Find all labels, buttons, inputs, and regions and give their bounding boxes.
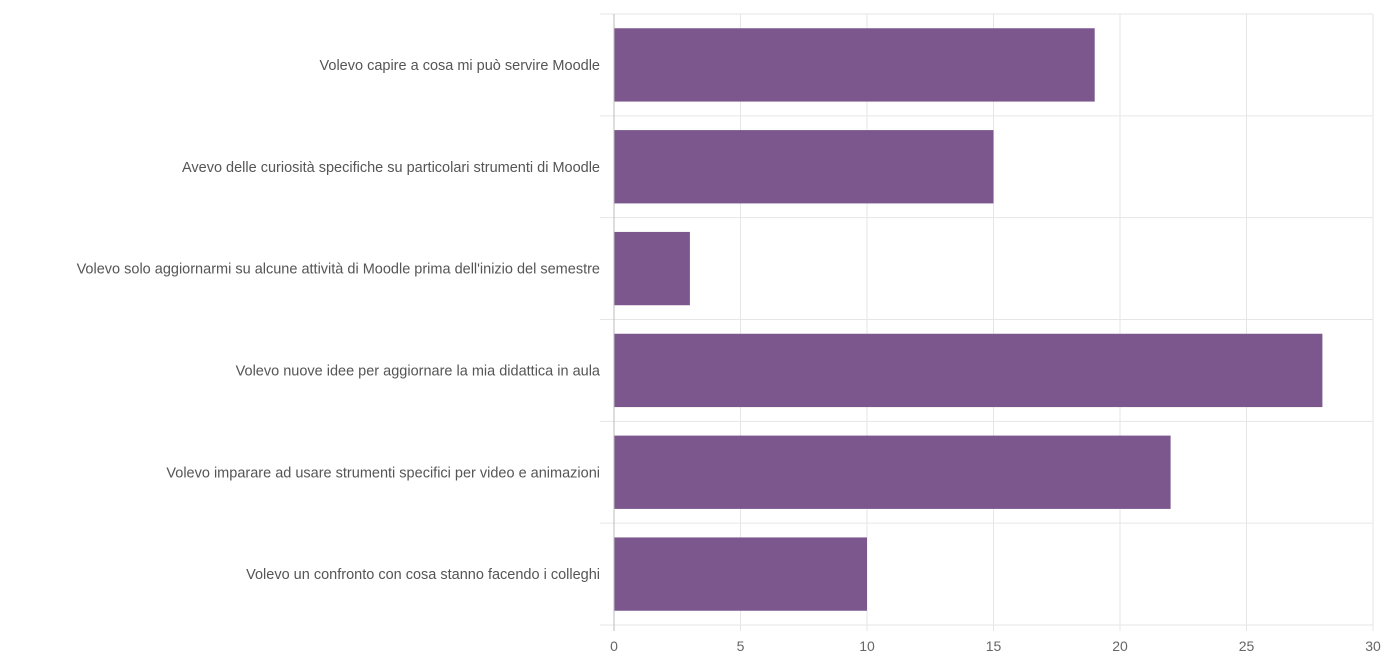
x-tick-label: 10 [859, 638, 875, 654]
tick-labels: 0 5 10 15 20 25 30 [610, 638, 1381, 654]
bar [614, 537, 867, 611]
category-label: Volevo capire a cosa mi può servire Mood… [320, 58, 600, 74]
category-label: Volevo un confronto con cosa stanno face… [246, 567, 600, 583]
bar [614, 130, 994, 204]
bars [614, 28, 1323, 611]
grid-lines [600, 13, 1374, 631]
x-tick-label: 5 [737, 638, 745, 654]
x-tick-label: 15 [986, 638, 1002, 654]
x-tick-label: 30 [1365, 638, 1381, 654]
bar [614, 435, 1171, 509]
x-tick-label: 20 [1112, 638, 1128, 654]
category-label: Volevo solo aggiornarmi su alcune attivi… [77, 262, 600, 278]
x-tick-label: 0 [610, 638, 618, 654]
category-label: Avevo delle curiosità specifiche su part… [182, 160, 600, 176]
category-label: Volevo imparare ad usare strumenti speci… [166, 465, 600, 481]
bar [614, 231, 690, 306]
bar [614, 333, 1323, 408]
category-labels: Volevo capire a cosa mi può servire Mood… [77, 58, 601, 583]
bar [614, 28, 1095, 102]
x-tick-label: 25 [1239, 638, 1255, 654]
category-label: Volevo nuove idee per aggiornare la mia … [236, 363, 601, 379]
